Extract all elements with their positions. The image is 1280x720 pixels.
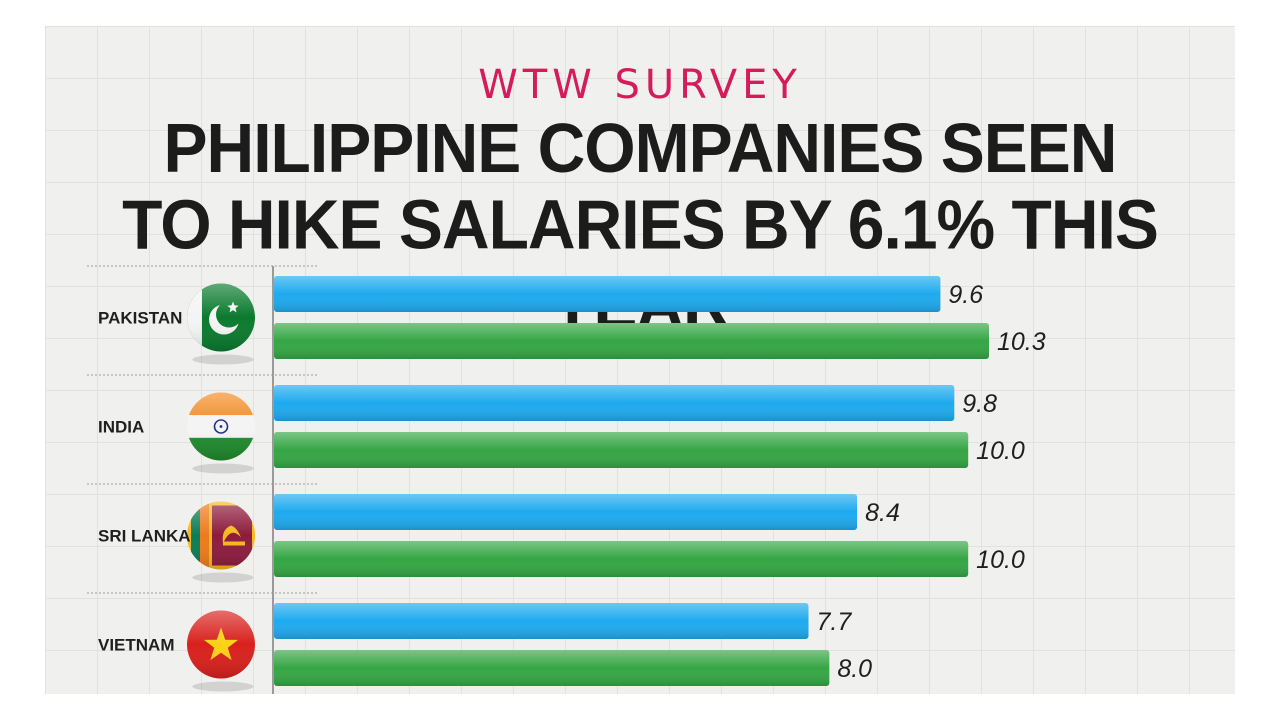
salary-bar-chart: PAKISTAN 9.6 10.3 INDIA 9.8 10.0 SRI LANKA 8.4 1… <box>87 265 1046 694</box>
headline-line-1: PHILIPPINE COMPANIES SEEN <box>163 109 1118 187</box>
value-label: 10.0 <box>976 437 1025 465</box>
category-label: SRI LANKA <box>98 527 191 546</box>
value-label: 10.0 <box>976 546 1025 574</box>
value-label: 7.7 <box>817 608 853 636</box>
value-label: 8.0 <box>837 655 872 683</box>
value-label: 9.8 <box>962 390 997 418</box>
bars-layer <box>274 276 989 686</box>
flags-layer <box>187 283 255 692</box>
bar-shine <box>274 432 969 468</box>
category-label: INDIA <box>98 418 144 437</box>
survey-kicker: WTW SURVEY <box>478 62 802 108</box>
india-flag-icon <box>187 392 255 474</box>
bar-shine <box>274 494 858 530</box>
infographic-panel: WTW SURVEY PHILIPPINE COMPANIES SEEN TO … <box>45 26 1235 694</box>
bar-shine <box>274 323 989 359</box>
value-label: 8.4 <box>865 499 900 527</box>
bar-shine <box>274 650 830 686</box>
value-label: 9.6 <box>948 281 983 309</box>
bar-shine <box>274 276 941 312</box>
bar-shine <box>274 385 955 421</box>
vietnam-flag-icon <box>187 610 255 692</box>
bar-shine <box>274 603 809 639</box>
labels-layer: PAKISTAN 9.6 10.3 INDIA 9.8 10.0 SRI LANKA 8.4 1… <box>98 281 1046 683</box>
category-label: PAKISTAN <box>98 309 182 328</box>
sri-lanka-flag-icon <box>187 501 255 583</box>
bar-shine <box>274 541 969 577</box>
category-label: VIETNAM <box>98 636 175 655</box>
value-label: 10.3 <box>997 328 1046 356</box>
pakistan-flag-icon <box>187 283 255 365</box>
